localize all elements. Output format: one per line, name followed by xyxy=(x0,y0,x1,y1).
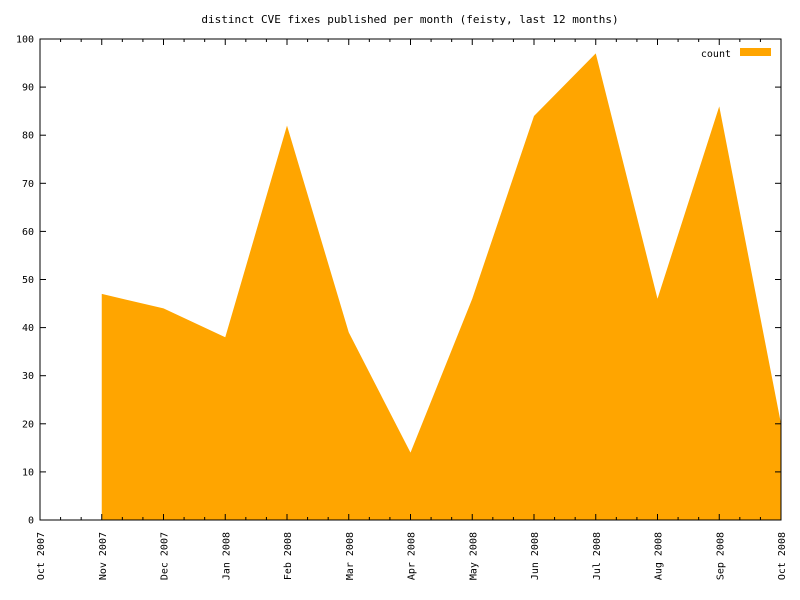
y-tick-label: 30 xyxy=(22,371,34,382)
area-layer xyxy=(101,53,781,521)
y-tick-label: 10 xyxy=(22,467,34,478)
x-tick-label: Jul 2008 xyxy=(592,532,603,580)
legend-swatch xyxy=(740,48,771,56)
y-tick-label: 20 xyxy=(22,419,34,430)
area-series-count xyxy=(101,53,781,521)
x-tick-label: Sep 2008 xyxy=(715,532,726,580)
y-tick-label: 40 xyxy=(22,323,34,334)
x-tick-label: Jan 2008 xyxy=(221,532,232,580)
x-tick-label: Feb 2008 xyxy=(283,532,294,580)
labels-layer: 0 10 20 30 40 50 60 70 80 90 100 Oct 2007 Nov 2007 De… xyxy=(16,35,788,581)
x-tick-label: Oct 2008 xyxy=(777,532,788,580)
x-tick-label: Oct 2007 xyxy=(36,532,47,580)
ticks-layer xyxy=(39,38,782,521)
y-tick-label: 80 xyxy=(22,131,34,142)
y-tick-label: 0 xyxy=(28,516,34,527)
x-tick-label: Mar 2008 xyxy=(345,532,356,580)
y-tick-label: 70 xyxy=(22,179,34,190)
y-tick-label: 60 xyxy=(22,227,34,238)
y-tick-label: 50 xyxy=(22,275,34,286)
x-tick-label: Apr 2008 xyxy=(407,532,418,580)
x-tick-label: May 2008 xyxy=(468,532,479,580)
x-tick-label: Dec 2007 xyxy=(160,532,171,580)
y-tick-label: 90 xyxy=(22,83,34,94)
legend: count xyxy=(701,48,771,60)
chart-title: distinct CVE fixes published per month (… xyxy=(201,13,618,26)
x-tick-label: Aug 2008 xyxy=(654,532,665,580)
legend-label: count xyxy=(701,49,731,60)
x-tick-label: Jun 2008 xyxy=(530,532,541,580)
y-tick-label: 100 xyxy=(16,35,34,46)
x-tick-label: Nov 2007 xyxy=(98,532,109,580)
